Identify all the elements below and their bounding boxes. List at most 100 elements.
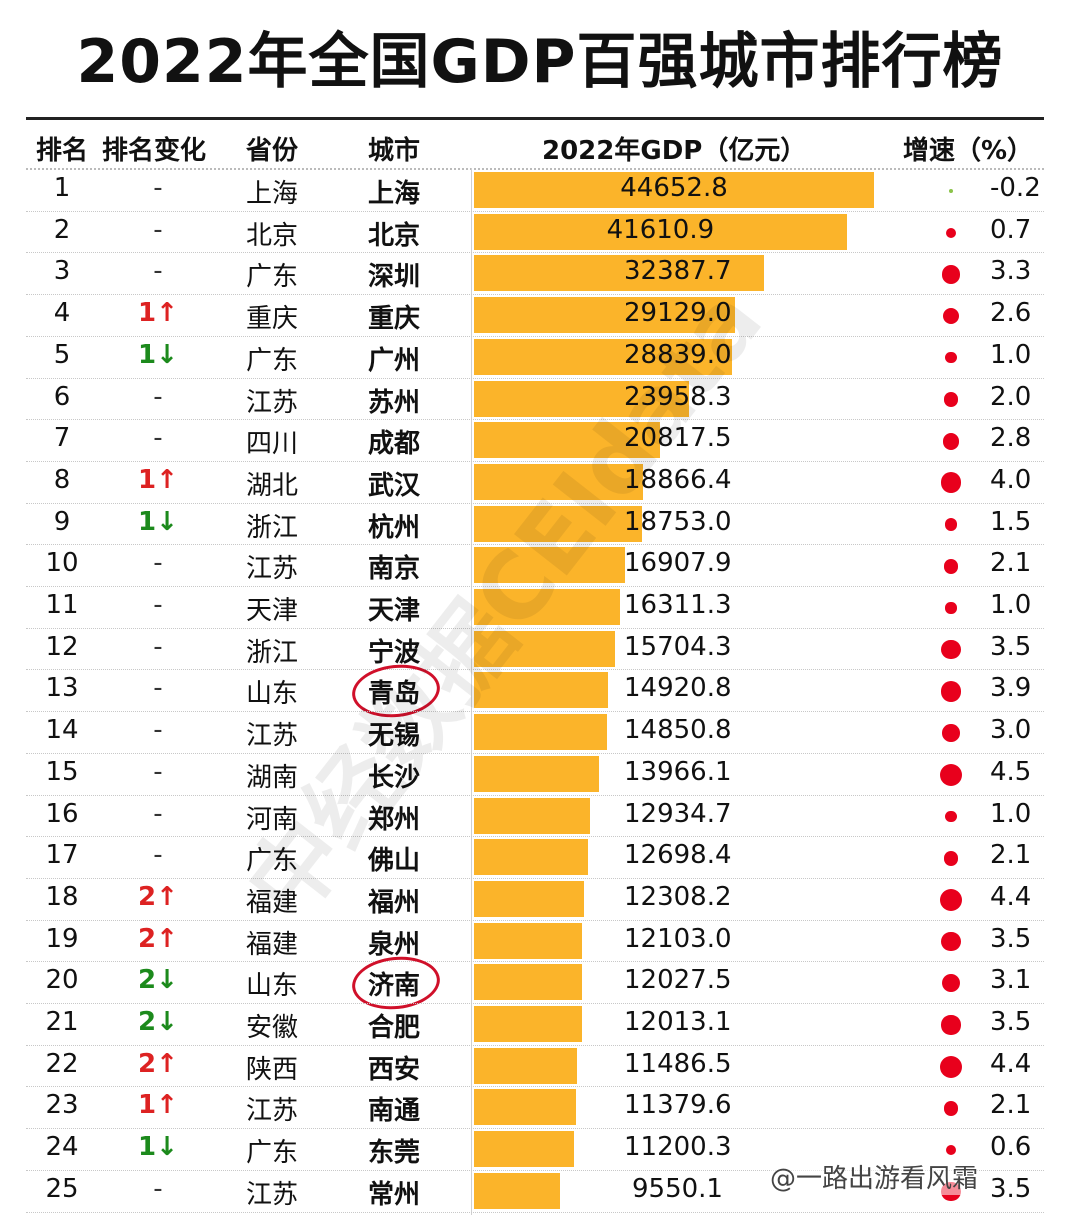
growth-value-cell: 1.5 [990, 506, 1032, 537]
gdp-value-label: 12934.7 [624, 798, 732, 829]
row-divider [26, 460, 1044, 462]
city-cell: 南通 [368, 1096, 421, 1127]
rank-change-cell: - [153, 173, 163, 203]
gdp-bar [474, 338, 733, 375]
city-cell: 泉州 [368, 929, 421, 960]
table-row: 17 - 广东 佛山 12698.4 2.1 [0, 836, 1080, 878]
table-row: 16 - 河南 郑州 12934.7 1.0 [0, 795, 1080, 837]
gdp-value-label: 29129.0 [624, 298, 732, 329]
city-cell: 郑州 [368, 804, 421, 835]
row-divider [26, 419, 1044, 421]
table-row: 11 - 天津 天津 16311.3 1.0 [0, 586, 1080, 628]
rank-cell: 2 [53, 214, 71, 245]
row-divider [26, 1086, 1044, 1088]
rank-cell: 25 [45, 1173, 79, 1204]
province-cell: 广东 [246, 262, 299, 293]
gdp-value-label: 11200.3 [624, 1132, 732, 1163]
growth-dot [942, 974, 960, 993]
gdp-value-label: 28839.0 [624, 339, 732, 370]
row-divider [26, 294, 1044, 296]
growth-value-cell: 4.0 [990, 464, 1032, 495]
rank-cell: 5 [53, 339, 71, 370]
rank-change-cell: 1↓ [138, 506, 178, 537]
header-city: 城市 [368, 136, 421, 166]
gdp-value-label: 23958.3 [624, 381, 732, 412]
growth-dot [945, 227, 957, 238]
growth-value-cell: 3.5 [990, 923, 1032, 954]
growth-value-cell: 2.1 [990, 548, 1032, 579]
province-cell: 浙江 [246, 512, 299, 543]
table-row: 1 - 上海 上海 44652.8 -0.2 [0, 169, 1080, 211]
province-cell: 天津 [246, 596, 299, 626]
gdp-value-label: 12027.5 [624, 965, 732, 996]
rank-cell: 15 [45, 756, 79, 787]
growth-value-cell: 1.0 [990, 798, 1032, 829]
table-row: 8 1↑ 湖北 武汉 18866.4 4.0 [0, 461, 1080, 503]
gdp-bar [474, 255, 765, 292]
growth-dot [940, 763, 962, 786]
rank-cell: 22 [45, 1048, 79, 1079]
row-divider [26, 794, 1044, 796]
province-cell: 山东 [246, 971, 299, 1002]
growth-dot [940, 472, 962, 494]
gdp-value-label: 16907.9 [624, 548, 732, 579]
rank-change-cell: 1↑ [138, 298, 178, 329]
gdp-bar [474, 714, 608, 751]
rank-change-cell: - [153, 673, 163, 704]
city-cell: 重庆 [368, 304, 421, 335]
gdp-bar [474, 547, 626, 584]
province-cell: 福建 [246, 887, 299, 918]
rank-change-cell: 1↑ [138, 464, 178, 495]
bar-axis-line [471, 168, 472, 1215]
gdp-value-label: 18753.0 [624, 506, 732, 537]
row-divider [26, 1169, 1044, 1171]
city-cell: 济南 [368, 971, 421, 1002]
row-divider [26, 544, 1044, 546]
growth-dot [941, 640, 961, 660]
table-row: 25 - 江苏 常州 9550.1 3.5 [0, 1170, 1080, 1212]
growth-dot [943, 392, 959, 407]
growth-value-cell: 1.0 [990, 339, 1032, 370]
table-row: 20 2↓ 山东 济南 12027.5 3.1 [0, 952, 1080, 1014]
table-row: 12 - 浙江 宁波 15704.3 3.5 [0, 628, 1080, 670]
city-cell: 武汉 [368, 470, 421, 501]
gdp-bar [474, 672, 608, 709]
city-cell: 北京 [368, 220, 421, 251]
growth-dot [940, 1055, 962, 1078]
row-divider [26, 502, 1044, 504]
row-divider [26, 961, 1044, 963]
gdp-value-label: 20817.5 [624, 423, 732, 454]
rank-change-cell: 2↓ [138, 965, 178, 996]
gdp-bar [474, 213, 847, 250]
growth-dot [943, 1101, 959, 1116]
growth-value-cell: 0.6 [990, 1132, 1032, 1163]
row-divider [26, 752, 1044, 754]
province-cell: 广东 [246, 846, 299, 877]
province-cell: 江苏 [246, 387, 299, 418]
growth-value-cell: 2.6 [990, 298, 1032, 329]
rank-change-cell: - [153, 756, 163, 787]
growth-dot [940, 681, 962, 702]
city-cell: 广州 [368, 345, 421, 376]
city-cell: 南京 [368, 554, 421, 585]
growth-value-cell: 2.0 [990, 381, 1032, 412]
gdp-bar [474, 630, 615, 667]
table-row: 10 - 江苏 南京 16907.9 2.1 [0, 544, 1080, 586]
city-cell: 西安 [368, 1054, 421, 1085]
rank-change-cell: - [153, 798, 163, 829]
growth-value-cell: 2.8 [990, 423, 1032, 454]
rank-change-cell: 2↑ [138, 923, 178, 954]
growth-dot [942, 724, 960, 742]
gdp-bar [474, 1006, 582, 1042]
rank-cell: 17 [45, 840, 79, 871]
province-cell: 北京 [246, 220, 299, 251]
header-growth: 增速（%） [903, 136, 1034, 166]
growth-dot [941, 265, 961, 284]
province-cell: 重庆 [246, 304, 299, 335]
city-cell: 天津 [368, 596, 421, 626]
growth-value-cell: 1.0 [990, 590, 1032, 620]
province-cell: 河南 [246, 804, 299, 835]
growth-dot [943, 850, 959, 866]
credit-text: @一路出游看风霜 [770, 1158, 979, 1195]
growth-value-cell: 0.7 [990, 214, 1032, 245]
